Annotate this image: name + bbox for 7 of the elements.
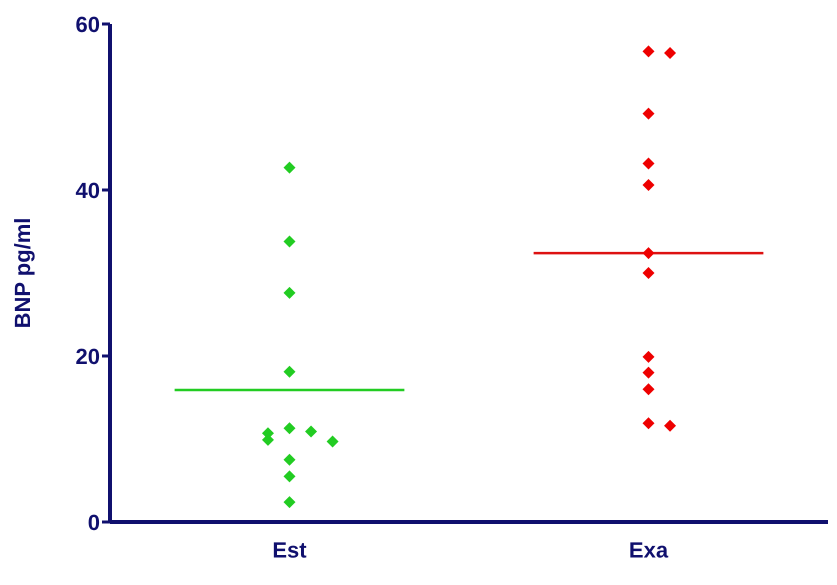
y-tick-label: 20 (76, 344, 100, 369)
y-tick-label: 40 (76, 178, 100, 203)
x-tick-label: Est (272, 538, 308, 563)
y-axis-title: BNP pg/ml (10, 218, 35, 328)
y-tick-label: 0 (88, 510, 100, 535)
x-tick-label: Exa (628, 538, 669, 563)
y-tick-label: 60 (76, 12, 100, 37)
